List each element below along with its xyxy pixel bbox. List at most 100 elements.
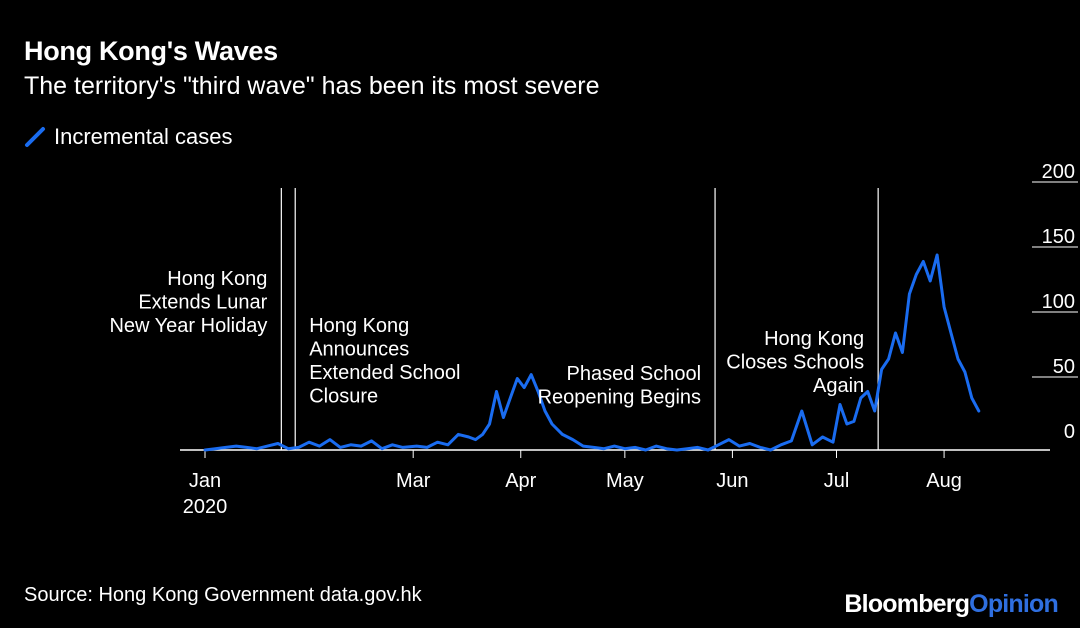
data-point xyxy=(644,448,647,452)
data-point xyxy=(738,444,741,448)
annotation-text: Hong Kong Closes Schools Again xyxy=(726,328,864,397)
data-point xyxy=(436,441,439,444)
data-point xyxy=(887,357,890,361)
data-point xyxy=(908,292,911,296)
legend-label: Incremental cases xyxy=(54,124,233,149)
data-point xyxy=(276,442,280,445)
data-point xyxy=(391,443,394,446)
data-point xyxy=(415,444,418,448)
data-point xyxy=(790,439,793,443)
annotation-line: Announces xyxy=(309,339,409,361)
data-point xyxy=(266,444,269,448)
annotation-line: New Year Holiday xyxy=(109,315,267,337)
data-point xyxy=(963,370,967,374)
data-point xyxy=(821,435,824,439)
y-axis: 0 50 100 150 200 xyxy=(1032,161,1078,443)
chart-subtitle: The territory's "third wave" has been it… xyxy=(24,72,600,100)
legend: Incremental cases xyxy=(24,124,233,150)
annotation-line: Extended School xyxy=(309,362,460,384)
annotation-line: Hong Kong xyxy=(167,268,267,290)
x-tick-label: Jul xyxy=(824,470,850,492)
y-tick-label: 100 xyxy=(1042,291,1075,313)
data-point xyxy=(880,368,883,371)
data-point xyxy=(623,447,626,450)
data-point xyxy=(866,390,869,393)
data-point xyxy=(467,435,470,439)
data-point xyxy=(977,409,980,413)
data-point xyxy=(287,447,290,450)
annotation-line: Hong Kong xyxy=(764,328,864,350)
annotation-line: Again xyxy=(813,375,864,397)
data-point xyxy=(838,403,842,406)
data-point xyxy=(561,433,564,436)
data-point xyxy=(543,409,547,413)
data-point xyxy=(811,443,814,446)
annotation-line: Hong Kong xyxy=(309,315,409,337)
data-point xyxy=(894,331,897,335)
data-point xyxy=(328,438,332,441)
x-tick-label: Aug xyxy=(926,470,962,492)
data-point xyxy=(349,443,352,446)
data-point xyxy=(255,447,259,450)
data-point xyxy=(922,260,925,263)
data-point xyxy=(523,386,526,389)
data-point xyxy=(214,447,217,450)
data-point xyxy=(425,446,429,449)
data-point xyxy=(380,447,384,450)
series-line xyxy=(203,253,981,452)
data-point xyxy=(779,443,783,446)
x-tick-label: Apr xyxy=(505,470,536,492)
source-note: Source: Hong Kong Government data.gov.hk xyxy=(24,584,422,606)
data-point xyxy=(613,444,616,448)
data-point xyxy=(359,444,363,448)
data-point xyxy=(488,422,491,426)
annotation-text: Phased School Reopening Begins xyxy=(538,363,701,409)
data-point xyxy=(550,422,554,426)
data-point xyxy=(686,447,689,450)
data-point xyxy=(571,438,574,441)
x-tick-label: Jun xyxy=(716,470,748,492)
data-point xyxy=(935,253,939,257)
data-point xyxy=(717,443,720,446)
x-tick-label: Jan xyxy=(189,470,221,492)
data-point xyxy=(481,433,484,436)
brand-logo-part-2: Opinion xyxy=(969,590,1059,618)
data-point xyxy=(502,416,505,419)
chart-title: Hong Kong's Waves xyxy=(24,36,278,66)
y-tick-label: 150 xyxy=(1042,226,1075,248)
data-point xyxy=(942,305,946,309)
data-point xyxy=(831,441,835,444)
annotation-text: Hong Kong Announces Extended School Closure xyxy=(309,315,460,408)
brand-logo: BloombergOpinion xyxy=(844,590,1058,619)
data-point xyxy=(582,444,585,448)
data-point xyxy=(706,448,710,452)
data-point xyxy=(654,444,658,448)
data-point xyxy=(516,377,519,380)
data-point xyxy=(446,443,450,446)
annotation-line: Closure xyxy=(309,386,378,408)
annotation-line: Phased School xyxy=(567,363,702,385)
annotation-text: Hong Kong Extends Lunar New Year Holiday xyxy=(109,268,267,337)
data-point xyxy=(602,447,606,450)
data-point xyxy=(852,420,856,423)
y-tick-label: 0 xyxy=(1064,421,1075,443)
data-point xyxy=(339,446,342,449)
data-point xyxy=(634,446,637,449)
data-point xyxy=(949,331,953,335)
x-tick-sublabel: 2020 xyxy=(183,496,228,518)
x-axis: Jan 2020 Mar Apr May Jun Jul Aug xyxy=(183,450,962,518)
data-point xyxy=(800,409,803,413)
event-lines xyxy=(280,188,879,450)
data-point xyxy=(845,422,849,426)
data-point xyxy=(665,447,668,450)
data-point xyxy=(370,439,373,443)
x-tick-label: Mar xyxy=(396,470,431,492)
data-point xyxy=(401,446,404,449)
data-point xyxy=(769,448,772,452)
data-point xyxy=(530,373,533,376)
legend-line-icon xyxy=(24,126,46,148)
data-point xyxy=(495,390,498,393)
x-tick-label: May xyxy=(606,470,644,492)
data-point xyxy=(970,396,973,400)
